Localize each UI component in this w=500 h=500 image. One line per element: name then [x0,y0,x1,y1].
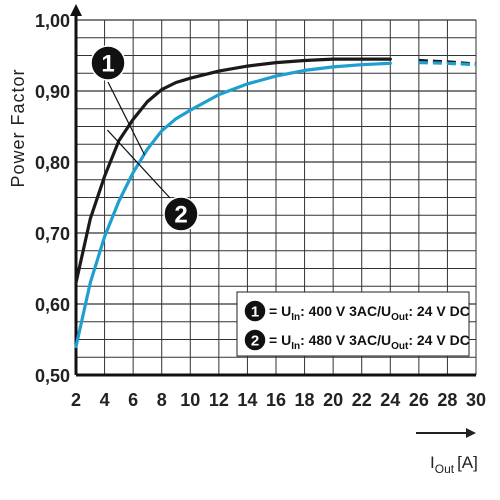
x-tick-label: 4 [100,390,110,410]
marker-1-pointer [107,81,146,156]
marker-badge-label: 2 [174,202,187,229]
marker-badge-circle [163,196,199,232]
x-tick-label: 16 [266,390,286,410]
x-tick-label: 28 [437,390,457,410]
x-tick-label: 12 [209,390,229,410]
y-tick-label: 0,80 [35,153,70,173]
series-2-line [74,61,392,349]
x-tick-label: 14 [237,390,257,410]
series-2-line-dashed [418,61,477,67]
marker-2: 2 [163,196,199,232]
x-tick-label: 6 [128,390,138,410]
y-tick-label: 1,00 [35,11,70,31]
legend-box [236,291,470,357]
tick-labels: 2 4 6 8 10 12 14 16 18 20 22 24 26 28 300,500,600,700,… [35,11,486,410]
x-tick-label: 20 [323,390,343,410]
y-tick-label: 0,60 [35,295,70,315]
series-1-line [74,57,392,285]
x-tick-label: 22 [352,390,372,410]
y-axis-label: Power Factor [8,68,28,187]
marker-badge-circle [243,328,267,352]
x-axis-label-main: I [430,453,435,472]
y-axis-arrowhead [70,4,82,16]
x-tick-label: 10 [180,390,200,410]
axes [70,4,476,377]
series-markers: 12 [90,45,199,232]
marker-badge-circle [243,299,267,323]
marker-badge-label: 1 [101,51,114,78]
x-axis-label-text: IOut [A] [430,453,478,476]
y-tick-label: 0,90 [35,82,70,102]
x-tick-label: 24 [380,390,400,410]
marker-2-pointer [106,129,171,199]
x-tick-label: 30 [466,390,486,410]
x-axis-arrowhead [466,428,476,438]
x-tick-label: 2 [71,390,81,410]
x-tick-label: 18 [295,390,315,410]
legend-entry-1: = UIn: 400 V 3AC/UOut: 24 V DC [269,303,470,323]
series-lines [74,57,477,349]
marker-badge-circle [90,45,126,81]
marker-1: 1 [90,45,126,81]
marker-badge-label: 1 [251,303,259,320]
x-axis-label-sub: Out [435,462,455,476]
legend-entry-2: = UIn: 480 V 3AC/UOut: 24 V DC [269,332,470,352]
legend-badge-1: 1 [243,299,267,323]
legend-badge-2: 2 [243,328,267,352]
legend: 1 = UIn: 400 V 3AC/UOut: 24 V DC 2 = UIn: 4… [236,291,470,357]
marker-badge-label: 2 [251,332,259,349]
y-tick-label: 0,70 [35,224,70,244]
x-axis-label: IOut [A] [416,428,478,476]
x-tick-label: 8 [157,390,167,410]
x-tick-label: 26 [409,390,429,410]
y-tick-label: 0,50 [35,366,70,386]
x-axis-label-unit: [A] [457,453,478,472]
